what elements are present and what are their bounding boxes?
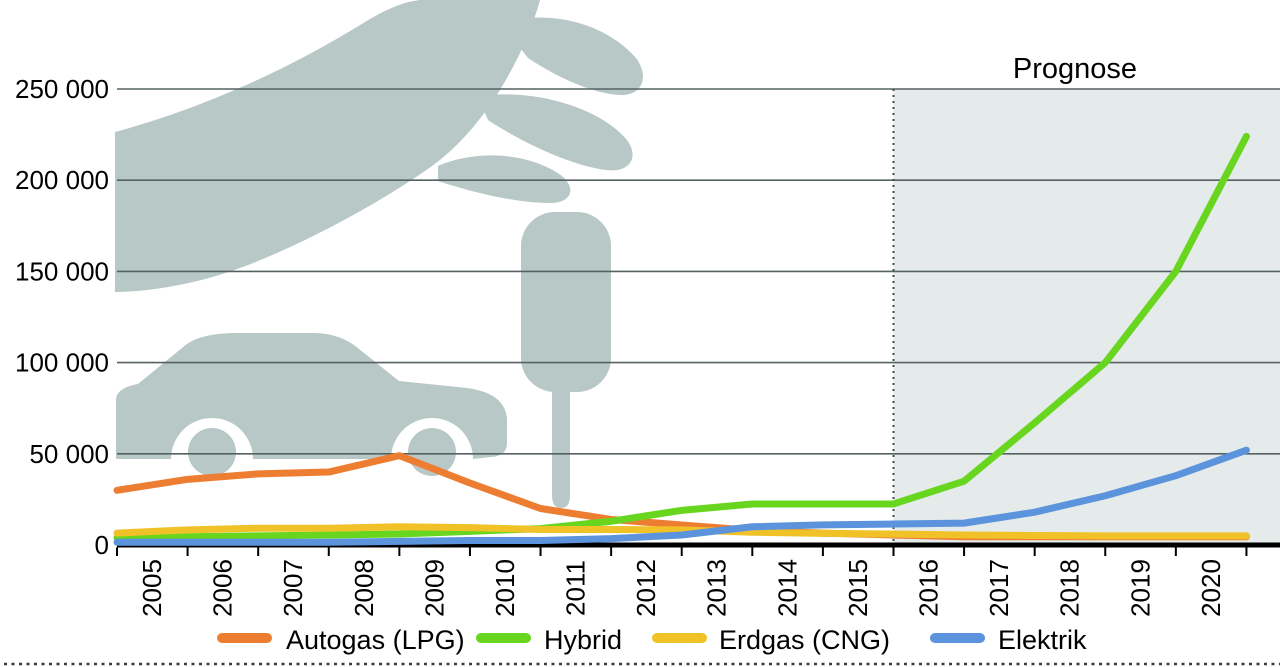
hand-with-key-and-car-silhouette [115, 0, 643, 508]
gridlines [117, 88, 1280, 455]
y-axis-label-0: 0 [95, 530, 109, 560]
legend: Autogas (LPG) Hybrid Erdgas (CNG) Elektrik [217, 625, 1087, 655]
x-axis-label-2013: 2013 [702, 559, 732, 617]
x-axis-label-2011: 2011 [561, 560, 591, 616]
forecast-region [893, 89, 1280, 545]
thumb-icon [438, 155, 571, 203]
legend-label-elektrik: Elektrik [998, 625, 1087, 655]
x-axis-label-2007: 2007 [278, 559, 308, 617]
series-line-hybrid [113, 132, 1250, 542]
x-axis [116, 542, 1280, 556]
x-axis-label-2005: 2005 [137, 559, 167, 617]
x-axis-label-2006: 2006 [208, 559, 238, 617]
legend-swatch-erdgas-cng [652, 633, 707, 643]
x-axis-labels: 2005 2006 2007 2008 2009 2010 2011 2012 2013 2014… [137, 559, 1226, 617]
arm-silhouette [115, 0, 540, 292]
x-axis-label-2008: 2008 [349, 559, 379, 617]
y-axis-label-100000: 100 000 [15, 348, 109, 378]
forecast-label: Prognose [1013, 53, 1137, 85]
y-axis-label-50000: 50 000 [29, 439, 109, 469]
y-axis-label-150000: 150 000 [15, 256, 109, 286]
x-axis-label-2019: 2019 [1125, 559, 1155, 617]
legend-swatch-hybrid [476, 633, 531, 643]
legend-label-autogas-lpg: Autogas (LPG) [286, 625, 465, 655]
finger-icon [500, 17, 643, 96]
y-axis-label-250000: 250 000 [15, 74, 109, 104]
car-silhouette [116, 333, 507, 459]
y-axis-label-200000: 200 000 [15, 165, 109, 195]
x-axis-label-2014: 2014 [772, 559, 802, 617]
x-axis-label-2010: 2010 [490, 559, 520, 617]
series-lines [113, 132, 1250, 546]
x-axis-label-2020: 2020 [1196, 559, 1226, 617]
series-line-elektrik [113, 446, 1250, 546]
finger-icon [478, 94, 633, 171]
forecast-shaded-area [893, 89, 1280, 545]
x-axis-label-2016: 2016 [913, 559, 943, 617]
car-wheel-icon [188, 428, 236, 476]
legend-label-erdgas-cng: Erdgas (CNG) [719, 625, 890, 655]
legend-swatch-elektrik [930, 633, 985, 643]
x-axis-label-2012: 2012 [631, 559, 661, 617]
car-key-bow [521, 212, 611, 392]
legend-swatch-autogas-lpg [217, 633, 272, 643]
x-axis-label-2017: 2017 [984, 559, 1014, 617]
series-line-erdgas-cng [113, 523, 1250, 540]
y-axis-labels: 0 50 000 100 000 150 000 200 000 250 000 [15, 74, 109, 560]
x-axis-label-2015: 2015 [843, 559, 873, 617]
car-key-blade [552, 388, 570, 508]
x-axis-label-2018: 2018 [1055, 559, 1085, 617]
x-axis-label-2009: 2009 [419, 559, 449, 617]
legend-label-hybrid: Hybrid [544, 625, 622, 655]
